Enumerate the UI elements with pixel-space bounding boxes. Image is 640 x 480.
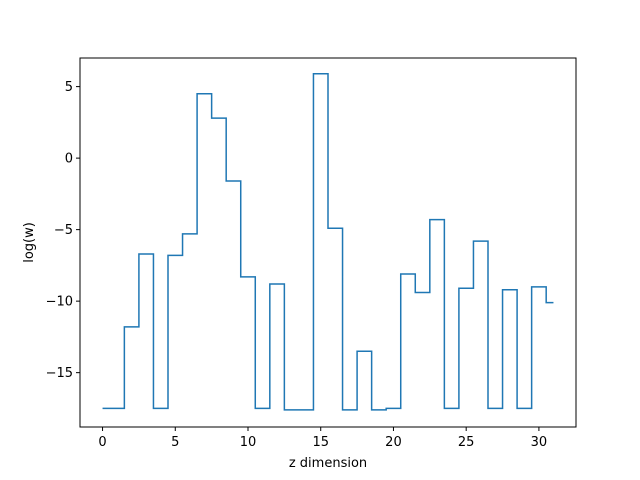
y-axis-label: log(w) [22, 222, 37, 263]
x-tick-label: 10 [240, 435, 257, 450]
y-tick-label: −15 [46, 366, 73, 381]
x-tick-label: 0 [98, 435, 106, 450]
x-tick-label: 30 [531, 435, 548, 450]
x-axis-label: z dimension [289, 456, 367, 471]
x-tick-label: 20 [385, 435, 402, 450]
x-tick-label: 15 [312, 435, 329, 450]
axes-frame [79, 57, 577, 428]
y-tick-label: −10 [46, 295, 73, 310]
y-axis-ticks: 5 0 −5 −10 −15 [46, 80, 80, 381]
x-tick-label: 5 [171, 435, 179, 450]
y-tick-label: 5 [65, 80, 73, 95]
plot-area [102, 72, 554, 411]
series-step-line [102, 72, 554, 411]
y-tick-label: −5 [54, 223, 73, 238]
y-tick-label: 0 [65, 152, 73, 167]
x-tick-label: 25 [458, 435, 475, 450]
x-axis-ticks: 0 5 10 15 20 25 30 [98, 427, 547, 450]
